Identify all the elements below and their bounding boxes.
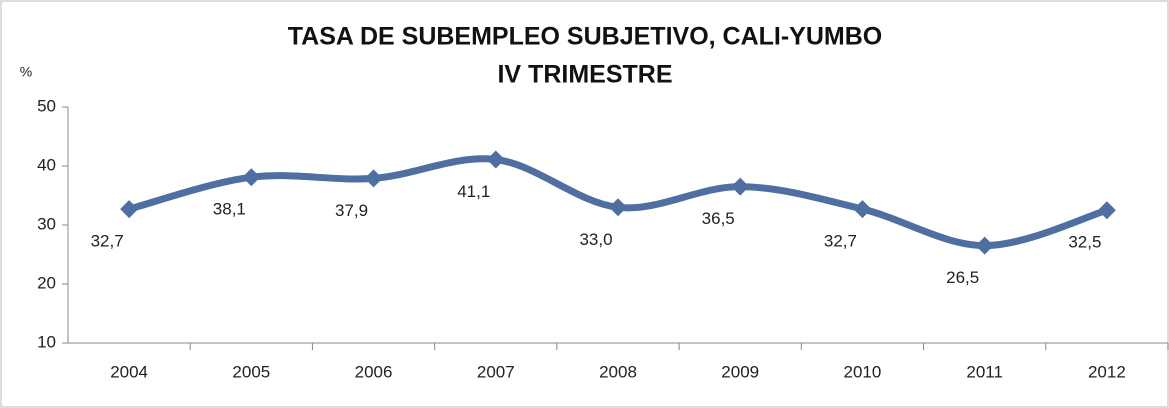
marker: [242, 168, 261, 187]
chart-title: TASA DE SUBEMPLEO SUBJETIVO, CALI-YUMBO: [288, 23, 882, 51]
x-tick-label: 2010: [844, 362, 882, 381]
data-label: 32,7: [91, 232, 124, 251]
marker: [609, 198, 627, 217]
marker: [731, 177, 750, 196]
marker: [486, 150, 505, 169]
x-tick-label: 2012: [1088, 362, 1126, 381]
x-tick-label: 2004: [110, 362, 148, 381]
chart-subtitle: IV TRIMESTRE: [497, 61, 672, 89]
y-tick-label: 20: [37, 273, 56, 292]
data-label: 33,0: [579, 230, 612, 249]
x-tick-label: 2011: [966, 362, 1003, 381]
y-tick-label: 50: [37, 96, 56, 115]
y-axis-label: %: [20, 64, 32, 80]
data-label: 32,5: [1068, 233, 1101, 252]
data-label: 41,1: [457, 182, 490, 201]
x-tick-label: 2007: [477, 362, 515, 381]
data-label: 36,5: [702, 209, 735, 228]
marker: [364, 169, 383, 188]
marker: [853, 200, 872, 219]
y-tick-label: 10: [37, 332, 56, 351]
x-tick-label: 2006: [355, 362, 393, 381]
data-label: 32,7: [824, 232, 857, 251]
x-tick-label: 2009: [721, 362, 759, 381]
marker: [120, 200, 139, 219]
x-tick-label: 2005: [232, 362, 270, 381]
marker: [1097, 201, 1116, 220]
data-label: 38,1: [213, 200, 246, 219]
data-label: 37,9: [335, 201, 368, 220]
marker: [975, 236, 994, 255]
x-tick-label: 2008: [599, 362, 637, 381]
y-tick-label: 40: [37, 155, 56, 174]
y-tick-label: 30: [37, 214, 56, 233]
data-label: 26,5: [946, 268, 979, 287]
